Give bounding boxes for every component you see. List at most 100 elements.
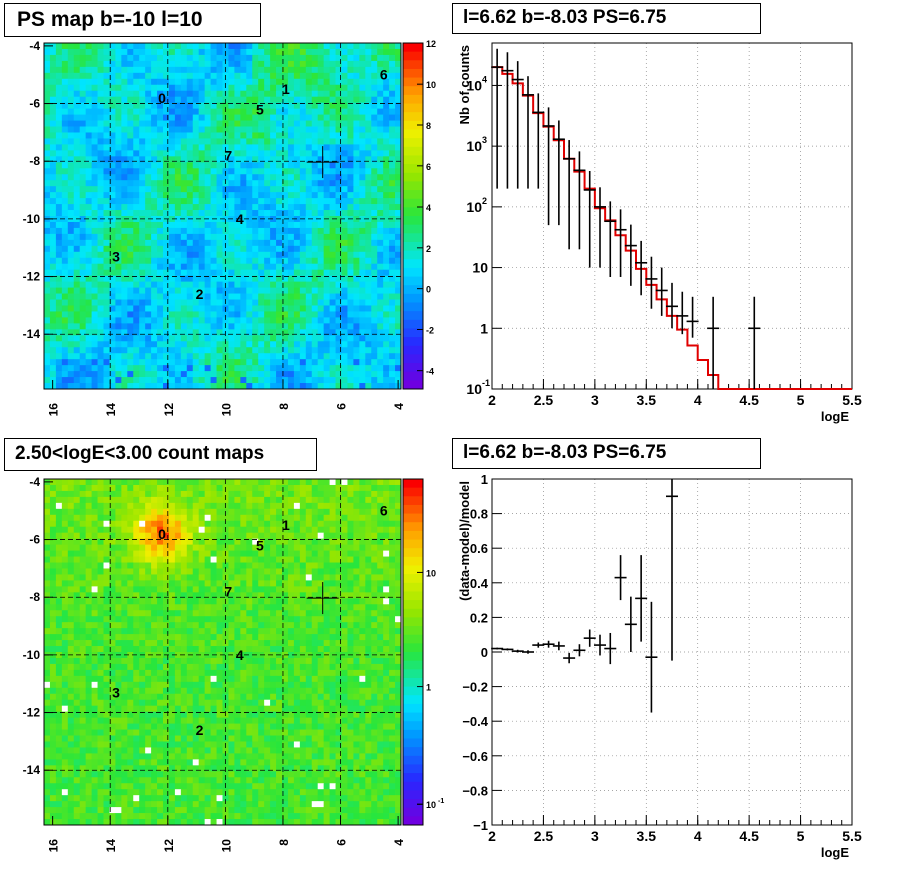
- heatmap-cell: [109, 311, 116, 318]
- heatmap-cell: [97, 383, 104, 390]
- heatmap-cell: [317, 210, 325, 217]
- heatmap-cell: [127, 90, 134, 98]
- heatmap-cell: [377, 204, 384, 211]
- heatmap-cell: [85, 192, 92, 199]
- heatmap-cell: [121, 120, 128, 127]
- heatmap-cell: [276, 186, 283, 193]
- heatmap-cell: [97, 556, 104, 563]
- heatmap-cell: [145, 616, 152, 623]
- heatmap-cell: [198, 221, 206, 229]
- heatmap-cell: [49, 257, 57, 265]
- heatmap-cell: [139, 347, 146, 354]
- colorbar-cell: [403, 285, 423, 295]
- heatmap-cell: [210, 598, 217, 605]
- heatmap-cell: [61, 496, 69, 504]
- heatmap-cell: [276, 359, 283, 366]
- heatmap-cell: [145, 96, 152, 104]
- heatmap-cell: [180, 293, 188, 300]
- heatmap-cell: [127, 287, 134, 294]
- heatmap-cell: [168, 43, 176, 50]
- heatmap-cell: [383, 263, 390, 271]
- heatmap-cell: [287, 496, 295, 504]
- heatmap-cell: [383, 592, 390, 599]
- heatmap-cell: [311, 257, 319, 265]
- heatmap-cell: [270, 120, 277, 127]
- heatmap-cell: [371, 221, 378, 229]
- heatmap-cell: [91, 592, 98, 599]
- heatmap-cell: [335, 556, 342, 563]
- heatmap-cell: [192, 496, 200, 504]
- heatmap-cell: [163, 532, 170, 540]
- heatmap-cell: [61, 263, 69, 271]
- heatmap-cell: [335, 192, 342, 199]
- heatmap-cell: [163, 60, 170, 68]
- heatmap-cell: [353, 60, 360, 68]
- heatmap-cell: [395, 263, 402, 271]
- heatmap-cell: [210, 490, 217, 498]
- heatmap-cell: [79, 293, 87, 300]
- heatmap-cell: [139, 299, 146, 306]
- heatmap-cell: [157, 359, 164, 366]
- heatmap-cell: [216, 508, 223, 516]
- heatmap-cell: [311, 329, 319, 336]
- heatmap-cell: [389, 96, 396, 104]
- heatmap-cell: [49, 526, 57, 534]
- heatmap-cell: [341, 227, 348, 235]
- heatmap-cell: [115, 227, 122, 235]
- heatmap-cell: [389, 78, 396, 86]
- heatmap-cell: [157, 347, 164, 354]
- heatmap-cell: [371, 132, 378, 139]
- heatmap-cell: [79, 48, 87, 56]
- heatmap-cell: [270, 132, 277, 139]
- heatmap-cell: [174, 353, 182, 360]
- map-x-tick-label: 14: [104, 403, 118, 417]
- heatmap-cell: [258, 102, 265, 110]
- heatmap-cell: [305, 221, 313, 229]
- heatmap-cell: [341, 204, 348, 211]
- heatmap-cell: [157, 180, 164, 187]
- heatmap-cell: [216, 347, 223, 354]
- heatmap-cell: [359, 305, 366, 312]
- heatmap-cell: [49, 251, 57, 259]
- heatmap-cell: [180, 580, 188, 587]
- heatmap-cell: [240, 132, 247, 139]
- heatmap-cell: [91, 90, 98, 98]
- heatmap-cell: [55, 138, 63, 145]
- heatmap-cell: [282, 293, 289, 300]
- heatmap-cell: [240, 550, 247, 557]
- heatmap-cell: [61, 502, 69, 510]
- heatmap-cell: [287, 479, 295, 486]
- heatmap-cell: [389, 323, 396, 330]
- heatmap-cell: [103, 126, 110, 133]
- heatmap-cell: [168, 263, 176, 271]
- heatmap-cell: [389, 479, 396, 486]
- heatmap-cell: [121, 293, 128, 300]
- heatmap-cell: [276, 108, 283, 115]
- colorbar-cell: [403, 68, 423, 79]
- heatmap-cell: [228, 221, 235, 229]
- heatmap-cell: [55, 574, 63, 581]
- heatmap-cell: [383, 216, 390, 223]
- heatmap-cell: [371, 377, 378, 384]
- heatmap-cell: [234, 574, 241, 581]
- heatmap-cell: [317, 580, 325, 587]
- heatmap-cell: [311, 311, 319, 318]
- heatmap-cell: [293, 311, 301, 318]
- heatmap-cell: [377, 138, 384, 145]
- heatmap-cell: [395, 359, 402, 366]
- heatmap-cell: [174, 245, 182, 253]
- heatmap-cell: [192, 126, 200, 133]
- heatmap-cell: [204, 479, 211, 486]
- heatmap-cell: [204, 84, 211, 92]
- colorbar-cell: [403, 380, 423, 390]
- heatmap-cell: [204, 48, 211, 56]
- heatmap-cell: [293, 550, 301, 557]
- heatmap-cell: [246, 586, 253, 593]
- heatmap-cell: [383, 305, 390, 312]
- heatmap-cell: [293, 210, 301, 217]
- heatmap-cell: [121, 598, 128, 605]
- heatmap-cell: [240, 317, 247, 324]
- heatmap-cell: [139, 610, 146, 617]
- heatmap-cell: [299, 257, 307, 265]
- heatmap-cell: [252, 90, 259, 98]
